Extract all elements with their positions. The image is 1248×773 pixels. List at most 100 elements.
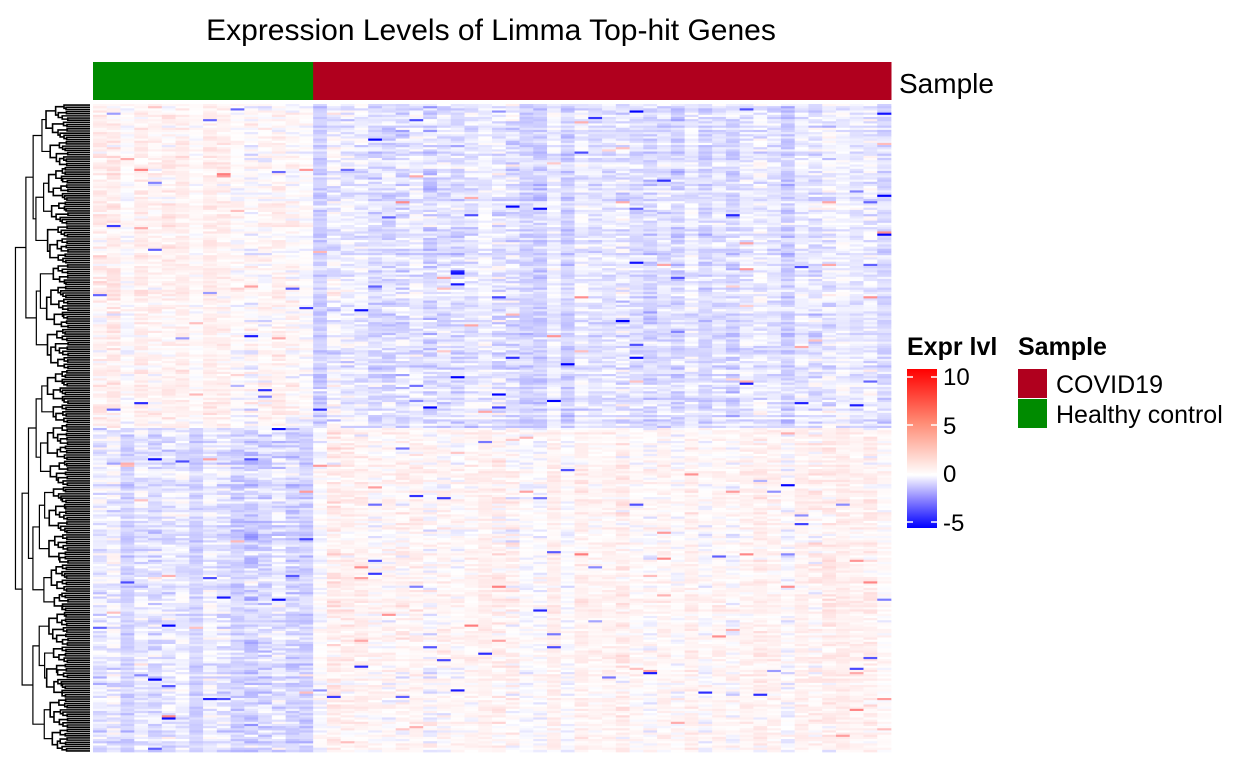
heatmap-cell xyxy=(368,209,383,213)
heatmap-cell xyxy=(258,212,273,215)
heatmap-cell xyxy=(368,231,383,234)
heatmap-cell xyxy=(244,214,259,217)
heatmap-cell xyxy=(615,110,630,113)
heatmap-cell xyxy=(547,222,562,226)
heatmap-cell xyxy=(863,231,878,234)
heatmap-cell xyxy=(863,203,878,206)
dendrogram-branch xyxy=(65,499,90,504)
heatmap-cell xyxy=(450,104,465,107)
heatmap-cell xyxy=(588,155,603,159)
heatmap-cell xyxy=(230,158,245,161)
heatmap-cell xyxy=(849,134,864,137)
heatmap-cell xyxy=(684,199,699,202)
heatmap-cell xyxy=(615,220,630,224)
heatmap-cell xyxy=(258,257,273,260)
heatmap-cell xyxy=(258,127,273,131)
heatmap-cell xyxy=(161,121,176,124)
heatmap-cell xyxy=(120,196,135,200)
heatmap-cell xyxy=(863,220,878,224)
heatmap-cell xyxy=(753,246,768,250)
heatmap-cell xyxy=(299,227,314,230)
heatmap-cell xyxy=(492,112,507,116)
heatmap-cell xyxy=(615,158,630,161)
heatmap-cell xyxy=(409,227,424,230)
heatmap-cell xyxy=(822,136,837,139)
heatmap-cell xyxy=(106,250,121,254)
heatmap-cell xyxy=(698,224,713,228)
heatmap-cell xyxy=(340,192,355,196)
heatmap-cell xyxy=(271,110,286,113)
heatmap-cell xyxy=(271,192,286,196)
heatmap-cell xyxy=(492,214,507,217)
heatmap-cell xyxy=(588,237,603,241)
heatmap-cell xyxy=(574,201,589,204)
heatmap-cell xyxy=(450,181,465,185)
dendrogram-branch xyxy=(63,380,90,386)
heatmap-cell xyxy=(450,136,465,139)
heatmap-cell xyxy=(120,177,135,180)
heatmap-cell xyxy=(533,145,548,148)
heatmap-cell xyxy=(712,181,727,185)
heatmap-cell xyxy=(354,188,369,191)
heatmap-cell xyxy=(547,112,562,116)
heatmap-cell xyxy=(134,153,149,157)
heatmap-cell xyxy=(602,248,617,252)
heatmap-cell xyxy=(395,246,410,250)
heatmap-cell xyxy=(725,186,741,189)
heatmap-cell xyxy=(203,179,218,183)
heatmap-cell xyxy=(629,214,644,217)
heatmap-cell xyxy=(684,121,699,124)
heatmap-cell xyxy=(574,123,589,126)
heatmap-cell xyxy=(684,164,699,167)
heatmap-cell xyxy=(753,276,768,280)
heatmap-cell xyxy=(767,145,782,148)
heatmap-cell xyxy=(450,125,465,129)
heatmap-cell xyxy=(657,138,672,142)
heatmap-cell xyxy=(106,276,121,280)
heatmap-cell xyxy=(574,209,589,213)
heatmap-cell xyxy=(533,196,548,200)
heatmap-cell xyxy=(574,125,589,129)
heatmap-cell xyxy=(547,201,562,204)
heatmap-cell xyxy=(189,257,204,260)
heatmap-cell xyxy=(547,216,562,219)
heatmap-cell xyxy=(670,190,685,193)
heatmap-cell xyxy=(285,155,300,159)
heatmap-cell xyxy=(725,116,741,120)
dendrogram-branch xyxy=(57,358,65,367)
heatmap-cell xyxy=(670,129,685,133)
heatmap-cell xyxy=(368,177,383,180)
heatmap-cell xyxy=(340,240,355,243)
heatmap-cell xyxy=(161,116,176,120)
dendrogram-branch xyxy=(59,709,90,715)
heatmap-cell xyxy=(120,261,135,265)
heatmap-cell xyxy=(93,255,108,258)
heatmap-cell xyxy=(588,173,603,176)
heatmap-cell xyxy=(313,268,328,271)
heatmap-cell xyxy=(368,229,383,232)
heatmap-cell xyxy=(822,214,837,217)
heatmap-cell xyxy=(436,259,452,263)
heatmap-cell xyxy=(753,186,768,189)
heatmap-cell xyxy=(739,205,754,209)
heatmap-cell xyxy=(120,214,135,217)
heatmap-cell xyxy=(299,155,314,159)
heatmap-cell xyxy=(216,248,231,252)
heatmap-cell xyxy=(189,203,204,206)
heatmap-cell xyxy=(835,212,851,215)
heatmap-cell xyxy=(767,227,782,230)
heatmap-cell xyxy=(258,110,273,113)
heatmap-cell xyxy=(602,194,617,198)
heatmap-cell xyxy=(134,129,149,133)
heatmap-cell xyxy=(615,179,630,183)
heatmap-cell xyxy=(767,186,782,189)
dendrogram-branch xyxy=(67,352,90,357)
heatmap-cell xyxy=(258,199,273,202)
heatmap-cell xyxy=(258,140,273,144)
heatmap-cell xyxy=(863,110,878,113)
heatmap-cell xyxy=(395,240,410,243)
heatmap-cell xyxy=(106,244,121,247)
heatmap-cell xyxy=(863,140,878,144)
heatmap-cell xyxy=(423,181,438,185)
